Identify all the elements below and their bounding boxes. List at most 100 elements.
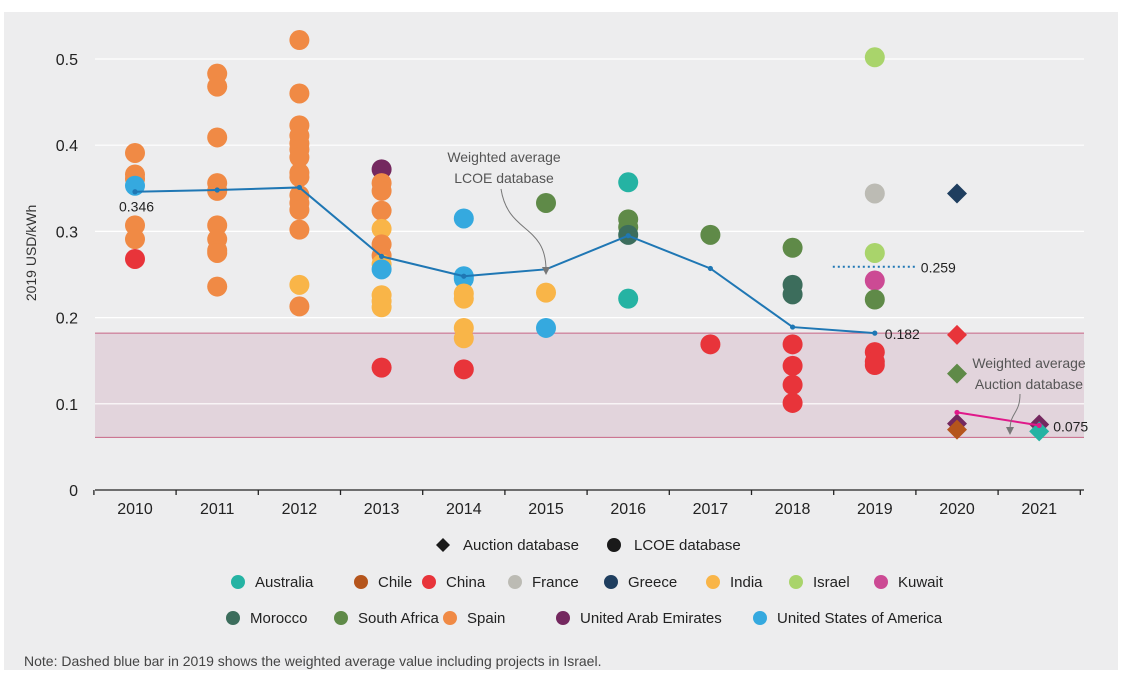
legend-label: Spain bbox=[467, 610, 505, 627]
weighted-average-lcoe-point bbox=[132, 189, 138, 195]
chart-note: Note: Dashed blue bar in 2019 shows the … bbox=[24, 653, 602, 669]
legend-label: China bbox=[446, 574, 486, 591]
auction-point bbox=[947, 183, 967, 204]
legend-label: Greece bbox=[628, 574, 677, 591]
y-tick-label: 0.4 bbox=[56, 138, 78, 155]
lcoe-point bbox=[700, 224, 721, 245]
value-label: 0.075 bbox=[1053, 418, 1088, 434]
weighted-average-auction-point bbox=[1036, 422, 1042, 428]
legend-swatch bbox=[789, 575, 803, 589]
annotation-auction-text: Weighted average bbox=[972, 355, 1086, 371]
lcoe-point bbox=[125, 215, 145, 236]
lcoe-point bbox=[782, 374, 803, 395]
annotation-auction-text: Auction database bbox=[975, 376, 1083, 392]
legend-swatch bbox=[231, 575, 245, 589]
weighted-average-auction-line bbox=[956, 411, 1040, 427]
shaded-band bbox=[95, 333, 1084, 438]
lcoe-point bbox=[289, 83, 310, 104]
lcoe-point bbox=[453, 288, 474, 309]
x-tick-label: 2017 bbox=[693, 501, 729, 518]
weighted-average-lcoe-point bbox=[461, 273, 467, 279]
legend-label: Australia bbox=[255, 574, 314, 591]
lcoe-point bbox=[371, 180, 392, 201]
lcoe-point bbox=[289, 274, 310, 295]
legend-label: Chile bbox=[378, 574, 412, 591]
lcoe-point bbox=[453, 359, 474, 380]
lcoe-point bbox=[125, 229, 145, 250]
auction-point bbox=[947, 419, 967, 440]
lcoe-point bbox=[782, 284, 803, 305]
lcoe-point bbox=[782, 334, 803, 355]
lcoe-point bbox=[864, 183, 885, 204]
legend-swatch bbox=[753, 611, 767, 625]
lcoe-point bbox=[371, 357, 392, 378]
lcoe-point bbox=[782, 392, 803, 413]
legend-swatch bbox=[706, 575, 720, 589]
lcoe-point bbox=[371, 200, 392, 221]
lcoe-point bbox=[700, 334, 721, 355]
y-tick-label: 0 bbox=[69, 483, 78, 500]
auction-point bbox=[947, 324, 967, 345]
annotation-lcoe-text: LCOE database bbox=[454, 170, 554, 186]
lcoe-point bbox=[618, 288, 639, 309]
lcoe-point bbox=[207, 76, 228, 97]
legend-label: Morocco bbox=[250, 610, 308, 627]
lcoe-point bbox=[207, 127, 228, 148]
legend-swatch bbox=[334, 611, 348, 625]
weighted-average-lcoe-point bbox=[296, 184, 302, 191]
legend-label: India bbox=[730, 574, 763, 591]
legend-swatch bbox=[226, 611, 240, 625]
legend-auction-marker bbox=[436, 538, 450, 552]
y-tick-label: 0.2 bbox=[56, 311, 78, 328]
lcoe-point bbox=[125, 248, 145, 269]
x-tick-label: 2011 bbox=[200, 501, 235, 518]
lcoe-point bbox=[618, 172, 639, 193]
value-label: 0.259 bbox=[921, 260, 956, 276]
lcoe-point bbox=[289, 296, 310, 317]
weighted-average-lcoe-point bbox=[790, 324, 796, 330]
legend-auction-label: Auction database bbox=[463, 537, 579, 554]
lcoe-point bbox=[536, 192, 556, 213]
lcoe-point bbox=[864, 289, 885, 310]
value-label: 0.182 bbox=[885, 326, 920, 342]
lcoe-point bbox=[782, 355, 803, 376]
lcoe-point bbox=[289, 167, 310, 188]
x-tick-label: 2015 bbox=[528, 501, 564, 518]
annotation-lcoe-arrow bbox=[500, 188, 547, 271]
lcoe-point bbox=[536, 317, 556, 338]
lcoe-point bbox=[371, 297, 392, 318]
x-tick-label: 2020 bbox=[939, 501, 975, 518]
lcoe-point bbox=[289, 199, 310, 220]
legend-swatch bbox=[874, 575, 888, 589]
legend-swatch bbox=[422, 575, 436, 589]
y-tick-label: 0.3 bbox=[56, 224, 78, 241]
annotation-lcoe-arrowhead bbox=[542, 267, 550, 275]
legend-label: United Arab Emirates bbox=[580, 610, 722, 627]
lcoe-point bbox=[371, 259, 392, 280]
x-tick-label: 2019 bbox=[857, 501, 893, 518]
lcoe-point bbox=[371, 159, 392, 180]
weighted-average-lcoe-point bbox=[707, 265, 714, 272]
legend-label: South Africa bbox=[358, 610, 440, 627]
lcoe-point bbox=[536, 282, 556, 303]
x-tick-label: 2016 bbox=[610, 501, 646, 518]
annotation-auction-arrow bbox=[1009, 393, 1021, 431]
lcoe-point bbox=[864, 47, 885, 68]
lcoe-point bbox=[864, 355, 885, 376]
lcoe-point bbox=[289, 30, 310, 51]
lcoe-point bbox=[207, 276, 228, 297]
annotation-auction-arrowhead bbox=[1006, 427, 1014, 435]
legend-label: Israel bbox=[813, 574, 850, 591]
legend-swatch bbox=[556, 611, 570, 625]
lcoe-point bbox=[125, 142, 145, 163]
legend-swatch bbox=[604, 575, 618, 589]
lcoe-point bbox=[289, 219, 310, 240]
auction-point bbox=[1029, 421, 1050, 442]
legend-swatch bbox=[508, 575, 522, 589]
auction-point bbox=[947, 363, 967, 384]
lcoe-point bbox=[782, 237, 803, 258]
weighted-average-lcoe-point bbox=[872, 330, 878, 336]
lcoe-point bbox=[207, 215, 228, 236]
value-label: 0.346 bbox=[119, 199, 154, 215]
lcoe-point bbox=[864, 242, 885, 263]
